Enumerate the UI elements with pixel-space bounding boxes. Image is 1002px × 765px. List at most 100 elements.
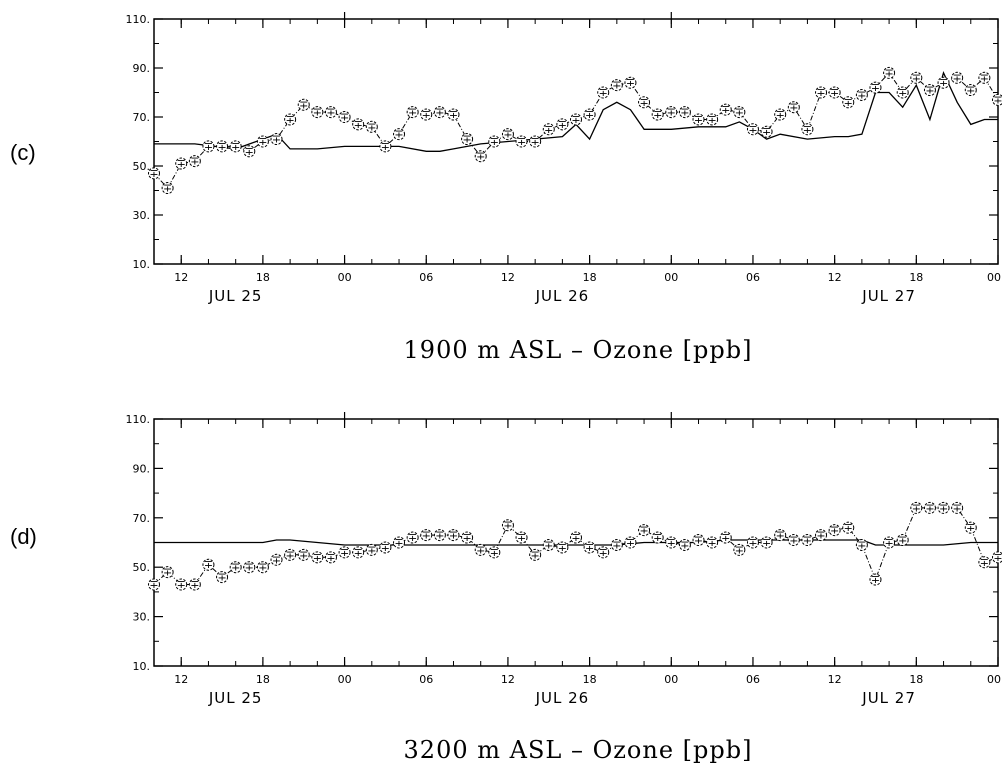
observation-marker: [706, 536, 719, 549]
observation-marker: [883, 66, 896, 79]
observation-marker-glyph: ∓: [708, 113, 717, 126]
observation-marker: [393, 128, 406, 141]
observation-point: ∓: [801, 534, 814, 547]
observation-marker: [270, 133, 283, 146]
observation-marker: [570, 113, 582, 126]
observation-point: ∓: [338, 111, 351, 124]
observation-marker: [447, 108, 460, 121]
observation-marker: [488, 135, 501, 148]
observation-marker: [256, 561, 269, 574]
observation-marker-glyph: ∓: [204, 140, 213, 153]
observation-marker-glyph: ∓: [190, 578, 199, 591]
observation-marker-glyph: ∓: [422, 108, 431, 121]
observation-point: ∓: [760, 536, 773, 549]
observation-point: ∓: [951, 501, 964, 514]
observation-marker: [923, 501, 936, 514]
observation-marker: [774, 108, 787, 121]
observation-marker-glyph: ∓: [776, 108, 785, 121]
observation-marker-glyph: ∓: [816, 86, 825, 99]
observation-point: ∓: [447, 529, 460, 542]
observation-point: ∓: [638, 524, 651, 537]
observation-marker-glyph: ∓: [789, 534, 798, 547]
panel-label: (c): [10, 140, 36, 165]
observation-marker: [787, 534, 800, 547]
observation-marker: [570, 531, 582, 544]
observation-marker-glyph: ∓: [680, 106, 689, 119]
observation-marker: [542, 123, 555, 136]
observation-marker-glyph: ∓: [680, 538, 689, 551]
observation-marker: [352, 546, 365, 559]
observation-marker: [229, 561, 242, 574]
observation-marker: [597, 86, 610, 99]
observation-marker: [365, 543, 378, 556]
observation-point: ∓: [202, 140, 215, 153]
observation-marker-glyph: ∓: [149, 167, 158, 180]
observation-point: ∓: [338, 546, 351, 559]
observation-point: ∓: [624, 536, 637, 549]
observation-marker-glyph: ∓: [694, 113, 703, 126]
x-tick-label: 00: [338, 673, 352, 686]
observation-marker: [338, 111, 351, 123]
observation-point: ∓: [542, 123, 555, 136]
observation-point: ∓: [774, 108, 787, 121]
observation-point: ∓: [610, 538, 623, 551]
observation-marker-glyph: ∓: [476, 150, 485, 163]
observation-marker: [229, 140, 242, 153]
y-tick-label: 110.: [126, 413, 151, 426]
observation-marker-glyph: ∓: [313, 551, 322, 564]
observation-marker: [420, 529, 433, 542]
observation-point: ∓: [202, 558, 215, 571]
observation-marker: [692, 113, 705, 126]
observation-point: ∓: [651, 531, 664, 544]
observation-marker: [529, 135, 542, 148]
observation-marker-glyph: ∓: [844, 521, 853, 534]
observation-marker-glyph: ∓: [626, 76, 635, 89]
observation-point: ∓: [461, 133, 474, 146]
observation-marker: [216, 140, 229, 153]
observation-marker: [515, 531, 528, 544]
model-series-line: [154, 539, 998, 546]
y-tick-label: 70.: [133, 512, 151, 525]
observation-point: ∓: [855, 88, 868, 101]
observation-marker-glyph: ∓: [762, 125, 771, 138]
observation-point: ∓: [474, 150, 487, 163]
observation-point: ∓: [964, 84, 977, 97]
observation-marker: [406, 531, 419, 544]
observation-point: ∓: [978, 71, 991, 84]
observation-marker-glyph: ∓: [544, 538, 553, 551]
date-label: JUL 25: [208, 287, 263, 305]
observation-point: ∓: [229, 140, 242, 153]
observation-marker-glyph: ∓: [517, 531, 526, 544]
observation-marker-glyph: ∓: [367, 543, 376, 556]
observation-marker-glyph: ∓: [190, 155, 199, 168]
observation-marker: [760, 536, 773, 549]
observation-point: ∓: [815, 529, 828, 542]
x-tick-label: 06: [419, 271, 433, 284]
observation-marker-glyph: ∓: [286, 548, 295, 561]
observation-marker: [542, 538, 555, 551]
observation-point: ∓: [474, 543, 487, 556]
observation-point: ∓: [188, 155, 201, 168]
observation-point: ∓: [501, 128, 514, 141]
observation-point: ∓: [883, 66, 896, 79]
observation-marker-glyph: ∓: [993, 93, 1002, 106]
observation-marker-glyph: ∓: [231, 561, 240, 574]
observation-marker-glyph: ∓: [993, 551, 1002, 564]
observation-marker: [801, 123, 814, 136]
observation-point: ∓: [216, 571, 229, 584]
observation-marker-glyph: ∓: [980, 71, 989, 84]
observation-marker-glyph: ∓: [694, 534, 703, 547]
observation-marker-glyph: ∓: [381, 541, 390, 554]
observation-marker-glyph: ∓: [163, 182, 172, 195]
observation-point: ∓: [746, 123, 759, 136]
observation-point: ∓: [311, 551, 324, 564]
observation-point: ∓: [229, 561, 242, 574]
observation-marker-glyph: ∓: [803, 123, 812, 136]
observation-marker: [556, 541, 569, 554]
observation-marker-glyph: ∓: [245, 561, 254, 574]
observation-point: ∓: [597, 546, 610, 559]
chart-panel-c: (c) 10. 30. 50. 70. 90. 110. 12 18 00 06 12 18 00 06 1…: [0, 0, 1002, 382]
observation-point: ∓: [992, 93, 1002, 106]
observation-marker-glyph: ∓: [803, 534, 812, 547]
observation-point: ∓: [951, 71, 964, 84]
